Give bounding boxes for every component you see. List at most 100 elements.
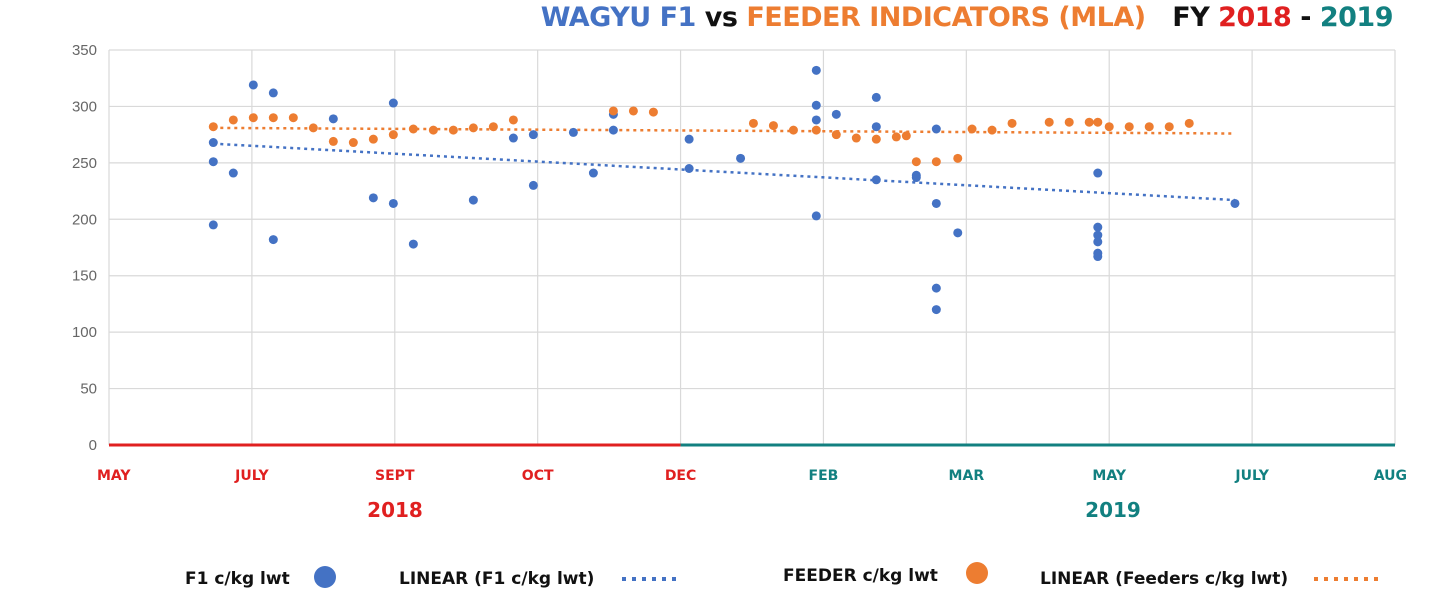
feeder-point <box>388 130 398 140</box>
title-vs: vs <box>696 2 746 33</box>
feeder-point <box>428 125 438 135</box>
feeder-point <box>953 153 963 163</box>
feeder-point <box>448 125 458 135</box>
f1-point <box>811 65 821 75</box>
feeder-point <box>768 121 778 131</box>
f1-point <box>388 198 398 208</box>
f1-point <box>468 195 478 205</box>
f1-point <box>1093 237 1103 247</box>
feeder-point <box>891 132 901 142</box>
grid-layer <box>108 49 1396 445</box>
y-tick-label: 0 <box>89 437 97 454</box>
legend-marker-feeder <box>966 562 988 584</box>
feeder-point <box>208 122 218 132</box>
f1-point <box>831 109 841 119</box>
feeder-point <box>901 131 911 141</box>
f1-point <box>1093 168 1103 178</box>
feeder-point <box>967 124 977 134</box>
trendline <box>213 126 1235 135</box>
y-tick-label: 200 <box>72 211 97 228</box>
feeder-point <box>348 138 358 148</box>
y-tick-label: 350 <box>72 42 97 59</box>
x-tick-label: SEPT <box>375 468 415 484</box>
legend-label-f1: F1 c/kg lwt <box>185 569 290 589</box>
feeder-point <box>328 136 338 146</box>
title-fy: FY <box>1172 2 1218 33</box>
feeder-point <box>748 118 758 128</box>
f1-point <box>528 130 538 140</box>
feeder-point <box>488 122 498 132</box>
legend-marker-f1 <box>314 566 336 588</box>
feeder-point <box>871 134 881 144</box>
f1-point <box>811 115 821 125</box>
y-tick-label: 150 <box>72 268 97 285</box>
feeder-point <box>408 124 418 134</box>
f1-point <box>268 88 278 98</box>
y-tick-label: 250 <box>72 155 97 172</box>
feeder-point <box>308 123 318 133</box>
title-year-2019: 2019 <box>1320 2 1393 33</box>
chart-title: WAGYU F1 vs FEEDER INDICATORS (MLA) FY 2… <box>541 2 1393 33</box>
feeder-point <box>851 133 861 143</box>
feeder-point <box>1093 117 1103 127</box>
point-layer <box>208 65 1240 315</box>
trendline-layer <box>213 126 1236 202</box>
feeder-point <box>248 113 258 123</box>
title-year-2018: 2018 <box>1218 2 1291 33</box>
f1-point <box>568 127 578 137</box>
f1-point <box>588 168 598 178</box>
f1-point <box>508 133 518 143</box>
feeder-point <box>628 106 638 116</box>
feeder-point <box>268 113 278 123</box>
feeder-point <box>1084 117 1094 127</box>
year-label-2019: 2019 <box>1085 498 1141 522</box>
title-feeder: FEEDER INDICATORS (MLA) <box>746 2 1145 33</box>
feeder-point <box>788 125 798 135</box>
y-tick-label: 100 <box>72 324 97 341</box>
legend: F1 c/kg lwt LINEAR (F1 c/kg lwt) FEEDER … <box>185 562 1380 589</box>
x-tick-label: FEB <box>809 468 839 484</box>
f1-point <box>684 134 694 144</box>
f1-point <box>684 164 694 173</box>
feeder-point <box>1064 117 1074 127</box>
f1-point <box>228 168 238 178</box>
f1-point <box>931 124 941 134</box>
f1-point <box>208 157 218 167</box>
feeder-point <box>648 107 658 117</box>
title-spacer <box>1146 2 1173 33</box>
x-tick-label: AUG <box>1374 468 1407 484</box>
axis-layer: 0 50 100 150 200 250 300 350 <box>72 42 1395 454</box>
f1-point <box>871 175 881 185</box>
feeder-point <box>1044 117 1054 127</box>
feeder-point <box>1007 118 1017 128</box>
title-wagyu: WAGYU F1 <box>541 2 696 33</box>
f1-point <box>953 228 963 238</box>
year-label-2018: 2018 <box>367 498 423 522</box>
feeder-point <box>1184 118 1194 128</box>
x-tick-label: JULY <box>1234 468 1269 484</box>
feeder-point <box>288 113 298 123</box>
x-tick-label: OCT <box>522 468 554 484</box>
y-tick-label: 50 <box>80 381 97 398</box>
f1-point <box>608 125 618 135</box>
feeder-point <box>368 134 378 144</box>
y-tick-label: 300 <box>72 98 97 115</box>
x-tick-label: DEC <box>665 468 696 484</box>
f1-point <box>1093 230 1103 240</box>
feeder-point <box>831 130 841 140</box>
feeder-point <box>987 125 997 135</box>
feeder-point <box>911 157 921 167</box>
f1-point <box>368 193 378 203</box>
legend-label-feeder: FEEDER c/kg lwt <box>783 566 938 586</box>
f1-point <box>811 100 821 110</box>
feeder-point <box>1104 122 1114 132</box>
feeder-point <box>468 123 478 133</box>
feeder-point <box>508 115 518 125</box>
feeder-point <box>811 125 821 135</box>
x-tick-label: MAR <box>949 468 985 484</box>
feeder-point <box>608 106 618 116</box>
feeder-point <box>1144 122 1154 132</box>
f1-point <box>931 283 941 293</box>
